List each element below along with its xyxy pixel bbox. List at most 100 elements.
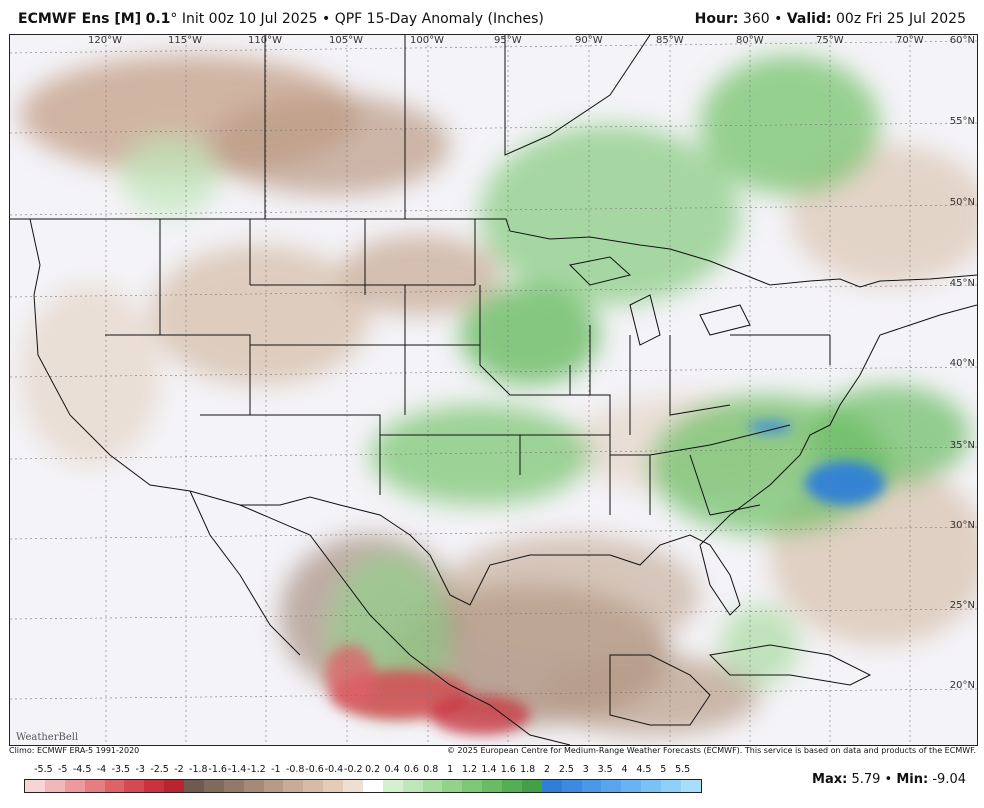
valid-label: Valid: <box>786 11 832 27</box>
model-name: ECMWF Ens [M] <box>18 11 142 27</box>
model-resolution: 0.1 <box>145 11 171 27</box>
legend-tick-label: -0.4 <box>324 764 344 775</box>
legend-tick-label: 5 <box>660 764 667 775</box>
legend-tick-label: 1 <box>447 764 454 775</box>
product-name: QPF 15-Day Anomaly (Inches) <box>334 11 544 27</box>
mexico-coast <box>239 504 571 745</box>
state-borders <box>105 219 831 516</box>
legend-tick-label: -0.2 <box>344 764 363 775</box>
legend-swatch <box>184 780 204 792</box>
legend-tick-label: 4.5 <box>636 764 652 775</box>
legend-tick-label: -1 <box>271 764 281 775</box>
legend-swatch <box>44 780 65 792</box>
legend-swatch <box>581 780 602 792</box>
legend-swatch <box>144 780 165 792</box>
footer: Climo: ECMWF ERA-5 1991-2020 © 2025 Euro… <box>9 746 976 758</box>
legend-tick-label: 3 <box>582 764 589 775</box>
legend-swatch <box>482 780 502 792</box>
legend-tick-label: 4 <box>621 764 628 775</box>
legend-swatch <box>442 780 463 792</box>
legend-swatch <box>124 780 145 792</box>
legend-tick-label: 5.5 <box>675 764 691 775</box>
legend-swatch <box>680 780 701 792</box>
cuba <box>708 644 872 686</box>
legend-tick-label: -2 <box>174 764 184 775</box>
legend-swatch <box>541 780 562 792</box>
legend-swatch <box>164 780 184 792</box>
legend-swatch <box>422 780 443 792</box>
lon-label-110: 110°W <box>248 35 282 46</box>
legend-tick-label: 1.8 <box>520 764 536 775</box>
map-panel: 120°W 115°W 110°W 105°W 100°W 95°W 90°W … <box>9 34 978 746</box>
lon-label-95: 95°W <box>494 35 522 46</box>
title-bullet: • <box>321 11 331 27</box>
baja-coast <box>189 490 301 656</box>
valid-time: Hour: 360 • Valid: 00z Fri 25 Jul 2025 <box>695 11 966 27</box>
legend-swatch <box>64 780 85 792</box>
legend-tick-label: -1.6 <box>208 764 227 775</box>
legend-tick-label: 0.6 <box>403 764 419 775</box>
init-time: Init 00z 10 Jul 2025 <box>181 11 318 27</box>
legend-tick-label: -4.5 <box>72 764 92 775</box>
legend-tick-label: -0.6 <box>305 764 324 775</box>
lat-label-30: 30°N <box>949 520 975 531</box>
hour-label: Hour: <box>694 11 739 27</box>
legend-tick-label: 1.6 <box>500 764 516 775</box>
legend-swatch <box>203 780 224 792</box>
province-borders <box>264 35 651 219</box>
valid-bullet: • <box>774 11 783 27</box>
lat-label-35: 35°N <box>949 440 975 451</box>
legend-ticks: -5.5 -5 -4.5 -4 -3.5 -3 -2.5 -2 -1.8 -1.6 -1.4 -1.2… <box>24 764 702 777</box>
legend-tick-label: -3.5 <box>111 764 131 775</box>
lon-label-90: 90°W <box>575 35 603 46</box>
legend-swatch <box>25 780 45 792</box>
legend-swatch <box>283 780 304 792</box>
legend-tick-label: 0.2 <box>365 764 381 775</box>
lat-label-45: 45°N <box>949 278 975 289</box>
boundaries <box>10 35 977 745</box>
legend-swatch <box>104 780 125 792</box>
max-min-stats: Max: 5.79 • Min: -9.04 <box>812 772 966 787</box>
lat-label-25: 25°N <box>949 600 975 611</box>
climo-note: Climo: ECMWF ERA-5 1991-2020 <box>9 746 140 755</box>
legend-swatch <box>641 780 661 792</box>
legend-tick-label: 3.5 <box>597 764 613 775</box>
weatherbell-logo: WeatherBell <box>16 732 79 743</box>
stats-bullet: • <box>884 772 893 787</box>
lat-label-55: 55°N <box>949 116 975 127</box>
legend-swatch <box>402 780 423 792</box>
max-value: 5.79 <box>851 772 881 787</box>
legend-swatch <box>223 780 244 792</box>
legend-swatch <box>343 780 363 792</box>
header: ECMWF Ens [M] 0.1° Init 00z 10 Jul 2025 … <box>0 0 984 34</box>
us-canada-border <box>10 218 977 288</box>
legend-swatch <box>462 780 483 792</box>
legend-tick-label: 1.2 <box>461 764 478 775</box>
legend-tick-label: -2.5 <box>150 764 169 775</box>
legend-tick-label: -5.5 <box>34 764 53 775</box>
legend-tick-label: -0.8 <box>285 764 305 775</box>
legend-swatch <box>621 780 642 792</box>
lat-label-50: 50°N <box>949 197 975 208</box>
legend-swatch <box>303 780 324 792</box>
lon-label-100: 100°W <box>410 35 444 46</box>
map-canvas <box>10 35 977 745</box>
legend-tick-label: -1.4 <box>227 764 247 775</box>
legend-tick-label: 2 <box>543 764 551 775</box>
hour-value: 360 <box>742 11 770 27</box>
lon-label-70: 70°W <box>896 35 924 46</box>
legend-tick-label: -1.8 <box>189 764 208 775</box>
legend-swatch <box>502 780 522 792</box>
legend-tick-label: -4 <box>96 764 107 775</box>
us-coastline <box>29 218 977 616</box>
legend-bar <box>24 779 702 793</box>
legend-swatch <box>521 780 542 792</box>
copyright-note: © 2025 European Centre for Medium-Range … <box>447 746 976 755</box>
legend-swatch <box>362 780 383 792</box>
legend-tick-label: -3 <box>135 764 145 775</box>
graticule <box>10 35 977 745</box>
min-value: -9.04 <box>932 772 966 787</box>
lon-label-105: 105°W <box>329 35 363 46</box>
lon-label-120: 120°W <box>88 35 122 46</box>
legend-tick-label: 1.4 <box>481 764 497 775</box>
